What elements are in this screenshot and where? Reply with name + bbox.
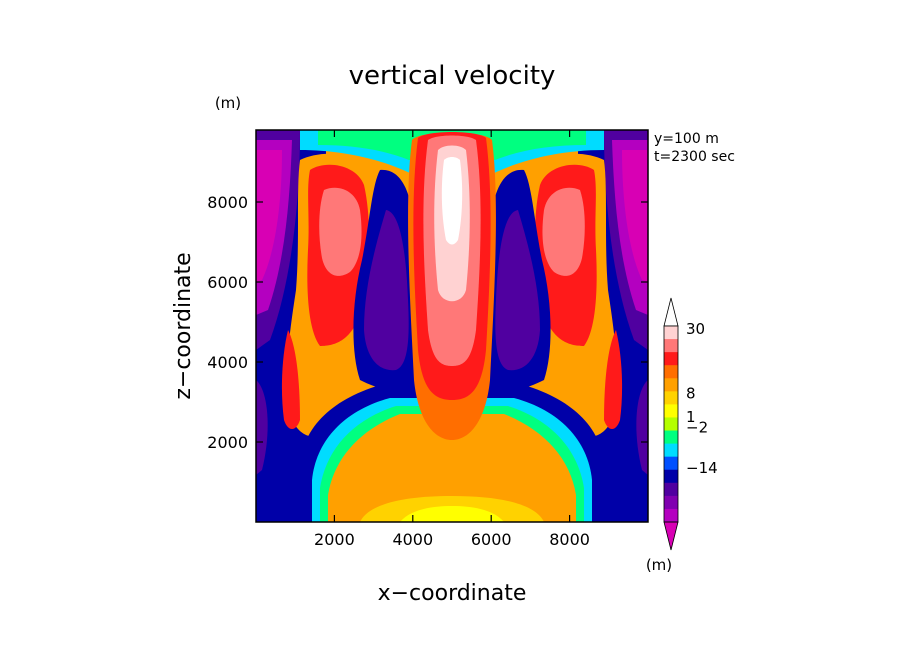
colorbar <box>663 297 679 551</box>
annotation-t: t=2300 sec <box>654 149 735 165</box>
right-purple-lower <box>636 380 648 475</box>
lower-orange <box>328 414 576 522</box>
colorbar-label: −14 <box>686 459 718 477</box>
right-magenta-core <box>622 150 648 282</box>
colorbar-segment <box>664 391 678 405</box>
x-axis-label: x−coordinate <box>378 581 527 606</box>
x-tick-label: 2000 <box>314 530 355 549</box>
colorbar-label: 1 <box>686 408 696 426</box>
colorbar-segment <box>664 495 678 510</box>
colorbar-label: −2 <box>686 419 708 437</box>
colorbar-frame <box>663 325 679 523</box>
right-lower-red <box>604 330 623 429</box>
colorbar-segment <box>664 378 678 392</box>
right-inner-purple <box>495 210 540 371</box>
x-tick-label: 4000 <box>392 530 433 549</box>
colorbar-labels: 30 8 1−2 −14 <box>686 320 718 477</box>
left-lower-red <box>281 330 300 429</box>
left-inner-purple <box>364 210 409 371</box>
x-tick-label: 8000 <box>549 530 590 549</box>
colorbar-segment <box>664 404 678 418</box>
colorbar-segment <box>664 339 678 353</box>
colorbar-label: 8 <box>686 385 696 403</box>
annotation-y: y=100 m <box>654 131 719 147</box>
colorbar-segment <box>664 469 678 484</box>
chart-title: vertical velocity <box>349 61 556 91</box>
bottom-bright-yellow <box>400 506 504 522</box>
x-axis-ticks: 2000 4000 6000 8000 <box>314 130 590 549</box>
left-purple-lower <box>256 380 268 475</box>
colorbar-segment <box>664 365 678 379</box>
colorbar-label: 30 <box>686 320 705 338</box>
left-magenta-core <box>256 150 282 282</box>
y-axis-ticks: 2000 4000 6000 8000 <box>207 193 648 452</box>
colorbar-unit: (m) <box>646 556 672 574</box>
colorbar-segment <box>664 443 678 458</box>
y-unit-label: (m) <box>215 94 241 112</box>
colorbar-segment <box>664 456 678 471</box>
colorbar-bottom-arrow <box>663 521 679 551</box>
contour-field <box>256 130 648 522</box>
y-tick-label: 2000 <box>207 433 248 452</box>
colorbar-segment <box>664 352 678 366</box>
colorbar-segment <box>664 482 678 497</box>
x-tick-label: 6000 <box>471 530 512 549</box>
colorbar-segment <box>664 430 678 445</box>
plume-core <box>441 157 463 245</box>
left-updraft-pink <box>319 187 362 276</box>
y-tick-label: 8000 <box>207 193 248 212</box>
y-tick-label: 4000 <box>207 353 248 372</box>
plot-frame <box>255 129 649 523</box>
y-axis-label: z−coordinate <box>171 252 196 399</box>
colorbar-top-arrow <box>663 297 679 327</box>
colorbar-segment <box>664 508 678 523</box>
y-tick-label: 6000 <box>207 273 248 292</box>
colorbar-segment <box>664 326 678 340</box>
right-updraft-pink <box>542 187 585 276</box>
colorbar-segment <box>664 417 678 432</box>
